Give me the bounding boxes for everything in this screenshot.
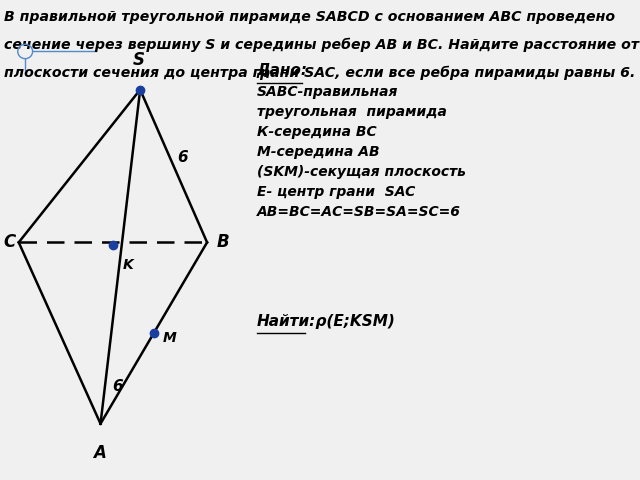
Text: B: B [217,233,230,252]
Text: плоскости сечения до центра грани SAC, если все ребра пирамиды равны 6.: плоскости сечения до центра грани SAC, е… [4,65,636,80]
Text: сечение через вершину S и середины ребер AB и BC. Найдите расстояние от: сечение через вершину S и середины ребер… [4,37,639,52]
Text: 6: 6 [177,150,188,166]
Text: S: S [133,51,145,69]
Text: C: C [4,233,16,252]
Text: Дано:: Дано: [257,63,308,78]
Text: Найти:: Найти: [257,314,316,329]
Text: K: K [123,258,134,272]
Text: 6: 6 [113,380,123,395]
Text: ρ(E;KSM): ρ(E;KSM) [305,314,395,329]
Text: SABC-правильная
треугольная  пирамида
К-середина ВС
М-середина АВ
(SKM)-секущая : SABC-правильная треугольная пирамида К-с… [257,85,465,219]
Text: A: A [93,444,106,462]
Text: В правильной треугольной пирамиде SABCD с основанием ABC проведено: В правильной треугольной пирамиде SABCD … [4,10,615,24]
Text: M: M [163,331,176,345]
